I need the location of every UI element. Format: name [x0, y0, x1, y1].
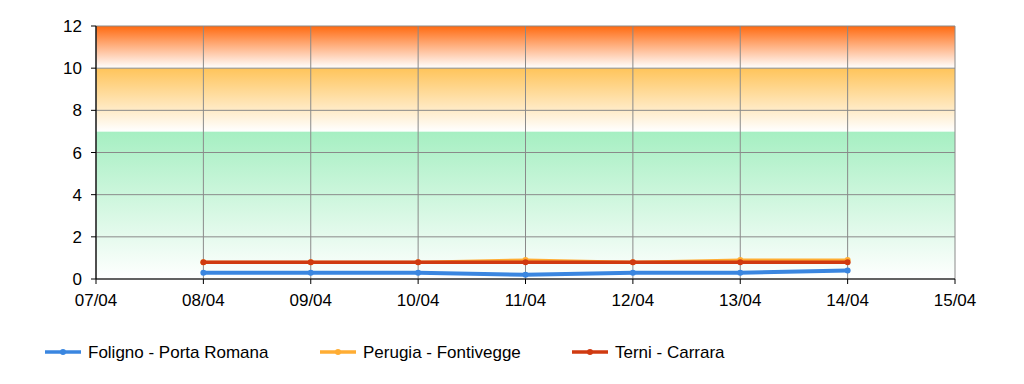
- point: [200, 259, 206, 265]
- x-tick-label: 07/04: [75, 291, 118, 310]
- tick: [91, 26, 96, 27]
- y-tick-label: 12: [63, 17, 82, 36]
- point: [200, 270, 206, 276]
- tick: [310, 279, 311, 284]
- tick: [955, 279, 956, 284]
- point: [630, 259, 636, 265]
- tick: [91, 110, 96, 111]
- tick: [91, 194, 96, 195]
- grid-line: [740, 26, 741, 279]
- legend-marker: [587, 349, 593, 355]
- y-tick-label: 10: [63, 59, 82, 78]
- point: [630, 259, 636, 265]
- x-tick-label: 14/04: [826, 291, 869, 310]
- tick: [91, 236, 96, 237]
- y-tick-label: 0: [73, 270, 82, 289]
- tick: [525, 279, 526, 284]
- x-tick-label: 11/04: [505, 291, 546, 310]
- grid-line: [955, 26, 956, 279]
- legend-marker: [60, 349, 66, 355]
- point: [308, 259, 314, 265]
- legend-marker: [335, 349, 341, 355]
- tick: [91, 152, 96, 153]
- series-group: [200, 257, 850, 265]
- point: [308, 270, 314, 276]
- grid-line: [632, 26, 633, 279]
- tick: [418, 279, 419, 284]
- y-tick-label: 6: [73, 144, 82, 163]
- y-tick-label: 8: [73, 101, 82, 120]
- point: [308, 259, 314, 265]
- legend-label: Terni - Carrara: [615, 343, 725, 362]
- point: [415, 270, 421, 276]
- chart: 0 2 4 6 8 10 12 07/04 08/04 09/04 10/04 11/04 12/04 1…: [0, 0, 1024, 384]
- point: [630, 270, 636, 276]
- tick: [203, 279, 204, 284]
- x-tick-label: 13/04: [719, 291, 762, 310]
- tick: [96, 279, 97, 284]
- tick: [847, 279, 848, 284]
- grid: [96, 26, 955, 279]
- tick: [91, 68, 96, 69]
- point: [415, 259, 421, 265]
- point: [737, 259, 743, 265]
- x-tick-label: 08/04: [182, 291, 225, 310]
- grid-line: [203, 26, 204, 279]
- grid-line: [418, 26, 419, 279]
- tick: [91, 279, 96, 280]
- tick: [632, 279, 633, 284]
- grid-line: [525, 26, 526, 279]
- legend-label: Foligno - Porta Romana: [88, 343, 269, 362]
- point: [523, 272, 529, 278]
- y-tick-label: 2: [73, 228, 82, 247]
- x-tick-label: 12/04: [612, 291, 655, 310]
- point: [737, 270, 743, 276]
- series-group: [200, 268, 850, 278]
- series: [200, 257, 850, 278]
- tick: [740, 279, 741, 284]
- x-tick-label: 09/04: [289, 291, 332, 310]
- series-group: [200, 259, 850, 265]
- bands: [96, 26, 955, 279]
- x-tick-label: 15/04: [934, 291, 977, 310]
- point: [200, 259, 206, 265]
- point: [845, 259, 851, 265]
- legend: Foligno - Porta Romana Perugia - Fontiveg…: [45, 343, 725, 362]
- x-tick-label: 10/04: [397, 291, 440, 310]
- point: [523, 259, 529, 265]
- point: [415, 259, 421, 265]
- point: [845, 268, 851, 274]
- grid-line: [310, 26, 311, 279]
- y-tick-label: 4: [73, 186, 82, 205]
- legend-label: Perugia - Fontivegge: [363, 343, 521, 362]
- grid-line: [847, 26, 848, 279]
